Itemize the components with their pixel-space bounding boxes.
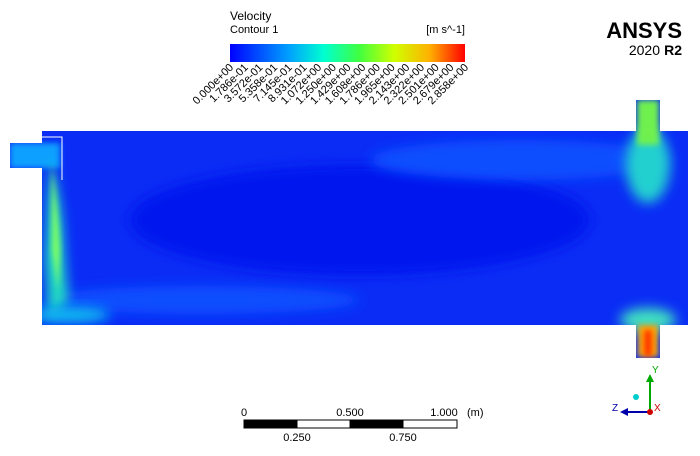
scale-label: 0 — [241, 407, 247, 419]
colorbar — [230, 44, 465, 62]
triad-label: X — [654, 403, 661, 414]
triad-label: Y — [652, 365, 659, 376]
contour-field — [10, 100, 688, 358]
legend-title: Velocity — [230, 9, 271, 23]
axis-triad: Y Z X — [612, 365, 661, 416]
scale-label: 0.500 — [336, 407, 364, 419]
scale-label: 0.750 — [389, 432, 417, 444]
triad-label: Z — [612, 403, 618, 414]
scale-label: 0.250 — [283, 432, 311, 444]
scale-label: 1.000 — [430, 407, 458, 419]
inlet-edge — [42, 136, 63, 180]
colorbar-labels: 0.000e+001.786e-013.572e-015.358e-017.14… — [191, 62, 471, 107]
logo-year: 2020 — [629, 42, 660, 58]
legend-unit: [m s^-1] — [426, 24, 465, 36]
legend-subtitle: Contour 1 — [230, 24, 278, 36]
scale-unit: (m) — [467, 407, 484, 419]
scale-bar — [243, 419, 458, 429]
logo-brand: ANSYS — [606, 18, 682, 43]
logo-release: R2 — [664, 42, 682, 58]
